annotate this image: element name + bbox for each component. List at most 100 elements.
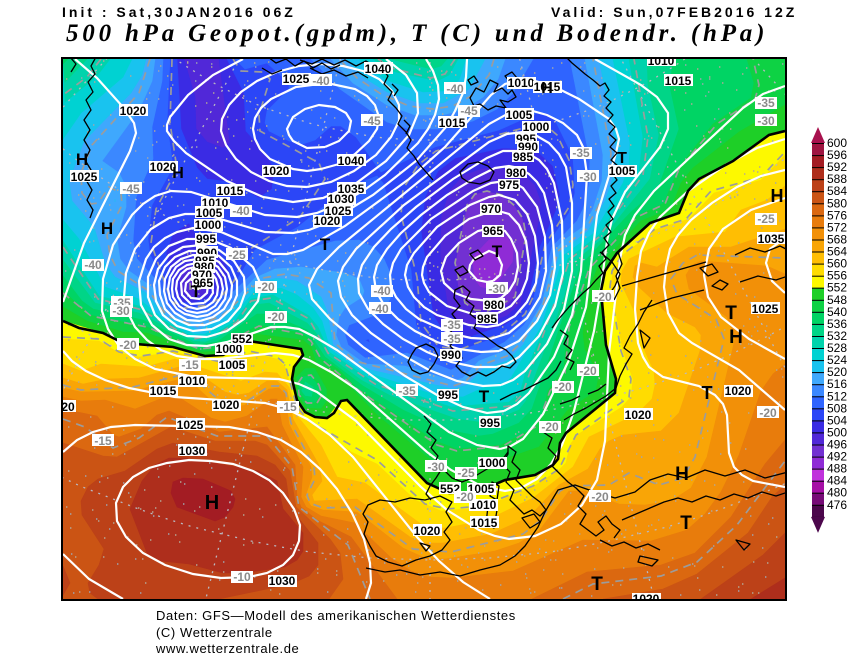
svg-text:576: 576 bbox=[827, 208, 847, 222]
svg-text:1020: 1020 bbox=[150, 160, 177, 174]
svg-text:990: 990 bbox=[441, 348, 461, 362]
svg-text:592: 592 bbox=[827, 160, 847, 174]
svg-text:T: T bbox=[191, 282, 202, 301]
svg-text:-40: -40 bbox=[446, 82, 464, 96]
svg-text:516: 516 bbox=[827, 377, 847, 391]
svg-text:1005: 1005 bbox=[609, 164, 636, 178]
svg-text:1030: 1030 bbox=[269, 574, 296, 588]
svg-text:1020: 1020 bbox=[120, 104, 147, 118]
svg-text:-40: -40 bbox=[371, 302, 389, 316]
svg-text:-40: -40 bbox=[312, 74, 330, 88]
svg-text:980: 980 bbox=[506, 166, 526, 180]
svg-text:1025: 1025 bbox=[71, 170, 98, 184]
svg-text:-25: -25 bbox=[457, 466, 475, 480]
svg-text:H: H bbox=[541, 80, 553, 97]
svg-text:1015: 1015 bbox=[150, 384, 177, 398]
svg-text:H: H bbox=[675, 464, 689, 485]
svg-text:1015: 1015 bbox=[439, 116, 466, 130]
svg-text:556: 556 bbox=[827, 269, 847, 283]
svg-text:985: 985 bbox=[477, 312, 497, 326]
svg-text:572: 572 bbox=[827, 220, 847, 234]
svg-text:-45: -45 bbox=[363, 114, 381, 128]
svg-text:548: 548 bbox=[827, 293, 847, 307]
svg-text:1010: 1010 bbox=[648, 59, 675, 68]
svg-text:532: 532 bbox=[827, 329, 847, 343]
svg-text:-40: -40 bbox=[232, 204, 250, 218]
svg-text:480: 480 bbox=[827, 486, 847, 500]
svg-text:1035: 1035 bbox=[758, 232, 785, 246]
svg-text:588: 588 bbox=[827, 172, 847, 186]
svg-text:T: T bbox=[617, 150, 627, 167]
svg-text:1000: 1000 bbox=[216, 342, 243, 356]
svg-text:-15: -15 bbox=[94, 434, 112, 448]
svg-text:1025: 1025 bbox=[752, 302, 779, 316]
svg-text:1015: 1015 bbox=[217, 184, 244, 198]
svg-text:1020: 1020 bbox=[625, 408, 652, 422]
svg-text:-35: -35 bbox=[398, 384, 416, 398]
svg-text:-45: -45 bbox=[460, 104, 478, 118]
svg-text:-30: -30 bbox=[757, 114, 775, 128]
svg-text:1020: 1020 bbox=[213, 398, 240, 412]
svg-text:T: T bbox=[680, 513, 692, 534]
svg-text:-20: -20 bbox=[257, 280, 275, 294]
svg-text:-15: -15 bbox=[279, 400, 297, 414]
svg-text:975: 975 bbox=[499, 178, 519, 192]
svg-text:995: 995 bbox=[480, 416, 500, 430]
svg-text:965: 965 bbox=[193, 276, 213, 290]
svg-text:496: 496 bbox=[827, 438, 847, 452]
svg-text:-40: -40 bbox=[84, 258, 102, 272]
svg-text:-20: -20 bbox=[456, 490, 474, 504]
svg-text:476: 476 bbox=[827, 498, 847, 512]
svg-text:584: 584 bbox=[827, 184, 847, 198]
svg-text:T: T bbox=[492, 242, 503, 261]
svg-text:560: 560 bbox=[827, 257, 847, 271]
svg-text:500: 500 bbox=[827, 425, 847, 439]
svg-text:H: H bbox=[76, 150, 88, 169]
svg-text:-40: -40 bbox=[373, 284, 391, 298]
svg-text:1025: 1025 bbox=[177, 418, 204, 432]
svg-text:-20: -20 bbox=[591, 490, 609, 504]
svg-text:-30: -30 bbox=[427, 460, 445, 474]
svg-text:1020: 1020 bbox=[414, 524, 441, 538]
svg-text:-25: -25 bbox=[757, 212, 775, 226]
svg-text:540: 540 bbox=[827, 305, 847, 319]
svg-text:-35: -35 bbox=[443, 318, 461, 332]
svg-text:-10: -10 bbox=[233, 570, 251, 584]
svg-text:552: 552 bbox=[827, 281, 847, 295]
svg-text:1015: 1015 bbox=[534, 80, 561, 94]
svg-text:995: 995 bbox=[438, 388, 458, 402]
svg-text:1040: 1040 bbox=[365, 62, 392, 76]
svg-text:H: H bbox=[729, 327, 743, 348]
svg-text:970: 970 bbox=[481, 202, 501, 216]
svg-text:1020: 1020 bbox=[633, 592, 660, 599]
svg-text:492: 492 bbox=[827, 450, 847, 464]
svg-text:580: 580 bbox=[827, 196, 847, 210]
svg-text:-25: -25 bbox=[228, 248, 246, 262]
svg-text:1020: 1020 bbox=[314, 214, 341, 228]
svg-text:1005: 1005 bbox=[219, 358, 246, 372]
svg-text:-20: -20 bbox=[541, 420, 559, 434]
svg-text:H: H bbox=[205, 492, 219, 514]
svg-text:508: 508 bbox=[827, 401, 847, 415]
svg-text:T: T bbox=[320, 235, 331, 254]
svg-text:536: 536 bbox=[827, 317, 847, 331]
svg-text:1005: 1005 bbox=[196, 206, 223, 220]
svg-text:T: T bbox=[479, 387, 490, 406]
svg-text:1010: 1010 bbox=[508, 76, 535, 90]
svg-text:1005: 1005 bbox=[506, 108, 533, 122]
svg-text:-35: -35 bbox=[572, 146, 590, 160]
svg-text:-20: -20 bbox=[579, 364, 597, 378]
svg-text:H: H bbox=[172, 165, 184, 182]
svg-text:1010: 1010 bbox=[179, 374, 206, 388]
svg-text:1020: 1020 bbox=[725, 384, 752, 398]
svg-text:-30: -30 bbox=[488, 282, 506, 296]
svg-text:1000: 1000 bbox=[523, 120, 550, 134]
svg-text:524: 524 bbox=[827, 353, 847, 367]
svg-text:985: 985 bbox=[513, 150, 533, 164]
svg-text:T: T bbox=[725, 303, 737, 324]
svg-text:528: 528 bbox=[827, 341, 847, 355]
svg-text:1025: 1025 bbox=[325, 204, 352, 218]
svg-text:-20: -20 bbox=[267, 310, 285, 324]
svg-text:596: 596 bbox=[827, 148, 847, 162]
svg-text:-20: -20 bbox=[594, 290, 612, 304]
